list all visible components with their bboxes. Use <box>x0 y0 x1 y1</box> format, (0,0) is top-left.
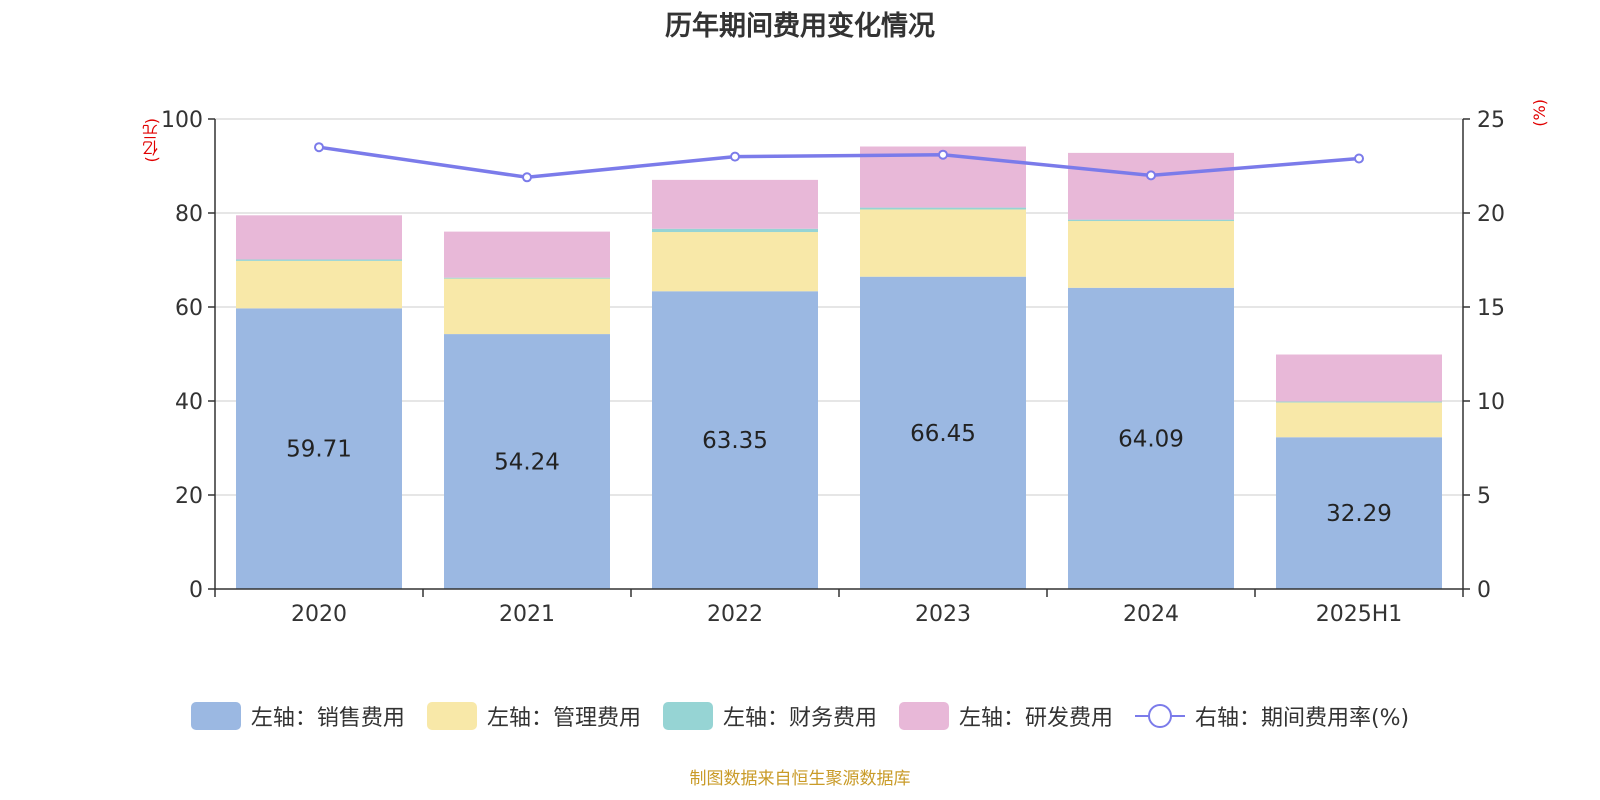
expense-rate-point <box>1146 170 1156 181</box>
bar-value-label: 54.24 <box>494 450 560 476</box>
legend-swatch-sales <box>190 702 241 730</box>
right-tick-label: 5 <box>1477 484 1491 509</box>
legend-swatch-rd <box>898 702 949 730</box>
bar-segment-4 <box>1276 354 1442 402</box>
bar-segment-1 <box>444 334 610 589</box>
bar-value-label: 66.45 <box>910 421 976 447</box>
bar-segment-2 <box>444 278 610 335</box>
expense-rate-point <box>522 172 532 183</box>
right-tick-label: 25 <box>1477 108 1505 133</box>
bar-segment-3 <box>1276 401 1442 403</box>
legend-label-finance: 左轴：财务费用 <box>722 706 877 731</box>
legend-item-finance[interactable]: 左轴：财务费用 <box>662 700 877 732</box>
bar-segment-1 <box>1276 437 1442 589</box>
bar-segment-2 <box>860 209 1026 277</box>
x-tick-label: 2022 <box>707 602 763 627</box>
bar-segment-4 <box>652 179 818 229</box>
legend-swatch-admin <box>426 702 477 730</box>
legend: 左轴：销售费用 左轴：管理费用 左轴：财务费用 左轴：研发费用 右轴：期间费用率… <box>0 700 1600 732</box>
right-tick-label: 10 <box>1477 390 1505 415</box>
legend-item-expense-rate[interactable]: 右轴：期间费用率(%) <box>1134 700 1410 732</box>
bar-value-label: 64.09 <box>1118 426 1184 452</box>
expense-rate-point <box>1354 153 1364 164</box>
x-tick-label: 2025H1 <box>1316 602 1403 627</box>
left-tick-label: 60 <box>175 296 203 321</box>
bar-segment-2 <box>1276 402 1442 438</box>
left-tick-label: 80 <box>175 202 203 227</box>
bar-segment-4 <box>236 215 402 260</box>
legend-item-rd[interactable]: 左轴：研发费用 <box>898 700 1113 732</box>
bar-segment-3 <box>236 259 402 261</box>
x-tick-label: 2020 <box>291 602 347 627</box>
bar-segment-4 <box>444 231 610 278</box>
left-tick-label: 100 <box>161 108 203 133</box>
x-tick-label: 2024 <box>1123 602 1179 627</box>
bar-segment-1 <box>860 276 1026 589</box>
legend-item-admin[interactable]: 左轴：管理费用 <box>426 700 641 732</box>
x-tick-label: 2023 <box>915 602 971 627</box>
bar-segment-3 <box>1068 219 1234 222</box>
bar-segment-4 <box>1068 152 1234 220</box>
bar-segment-1 <box>236 308 402 589</box>
expense-rate-point <box>314 142 324 153</box>
source-note: 制图数据来自恒生聚源数据库 <box>689 769 911 789</box>
chart-title: 历年期间费用变化情况 <box>665 11 935 42</box>
legend-item-sales[interactable]: 左轴：销售费用 <box>190 700 405 732</box>
bar-value-label: 63.35 <box>702 428 768 454</box>
bar-segment-1 <box>652 291 818 589</box>
legend-label-rd: 左轴：研发费用 <box>958 706 1113 731</box>
bar-segment-1 <box>1068 287 1234 589</box>
bar-segment-2 <box>1068 221 1234 288</box>
bar-segment-3 <box>860 207 1026 210</box>
legend-label-admin: 左轴：管理费用 <box>486 706 641 731</box>
bar-segment-2 <box>236 260 402 309</box>
bar-segment-2 <box>652 232 818 292</box>
legend-line-marker-icon <box>1134 702 1185 730</box>
expense-rate-line <box>318 145 1360 180</box>
x-tick-label: 2021 <box>499 602 555 627</box>
bar-segment-3 <box>652 228 818 233</box>
expense-rate-point <box>730 151 740 162</box>
left-tick-label: 20 <box>175 484 203 509</box>
left-tick-label: 0 <box>189 578 203 603</box>
expense-rate-point <box>938 149 948 160</box>
legend-swatch-finance <box>662 702 713 730</box>
legend-label-sales: 左轴：销售费用 <box>250 706 405 731</box>
legend-label-expense-rate: 右轴：期间费用率(%) <box>1194 706 1410 731</box>
left-tick-label: 40 <box>175 390 203 415</box>
bar-value-label: 59.71 <box>286 437 352 463</box>
right-tick-label: 20 <box>1477 202 1505 227</box>
chart-canvas: 59.71 54.24 63.35 66.45 64.09 32.29 0 20 40 60 80 1… <box>161 108 1505 627</box>
bar-value-label: 32.29 <box>1326 501 1392 527</box>
bar-segment-3 <box>444 277 610 279</box>
right-tick-label: 15 <box>1477 296 1505 321</box>
right-tick-label: 0 <box>1477 578 1491 603</box>
